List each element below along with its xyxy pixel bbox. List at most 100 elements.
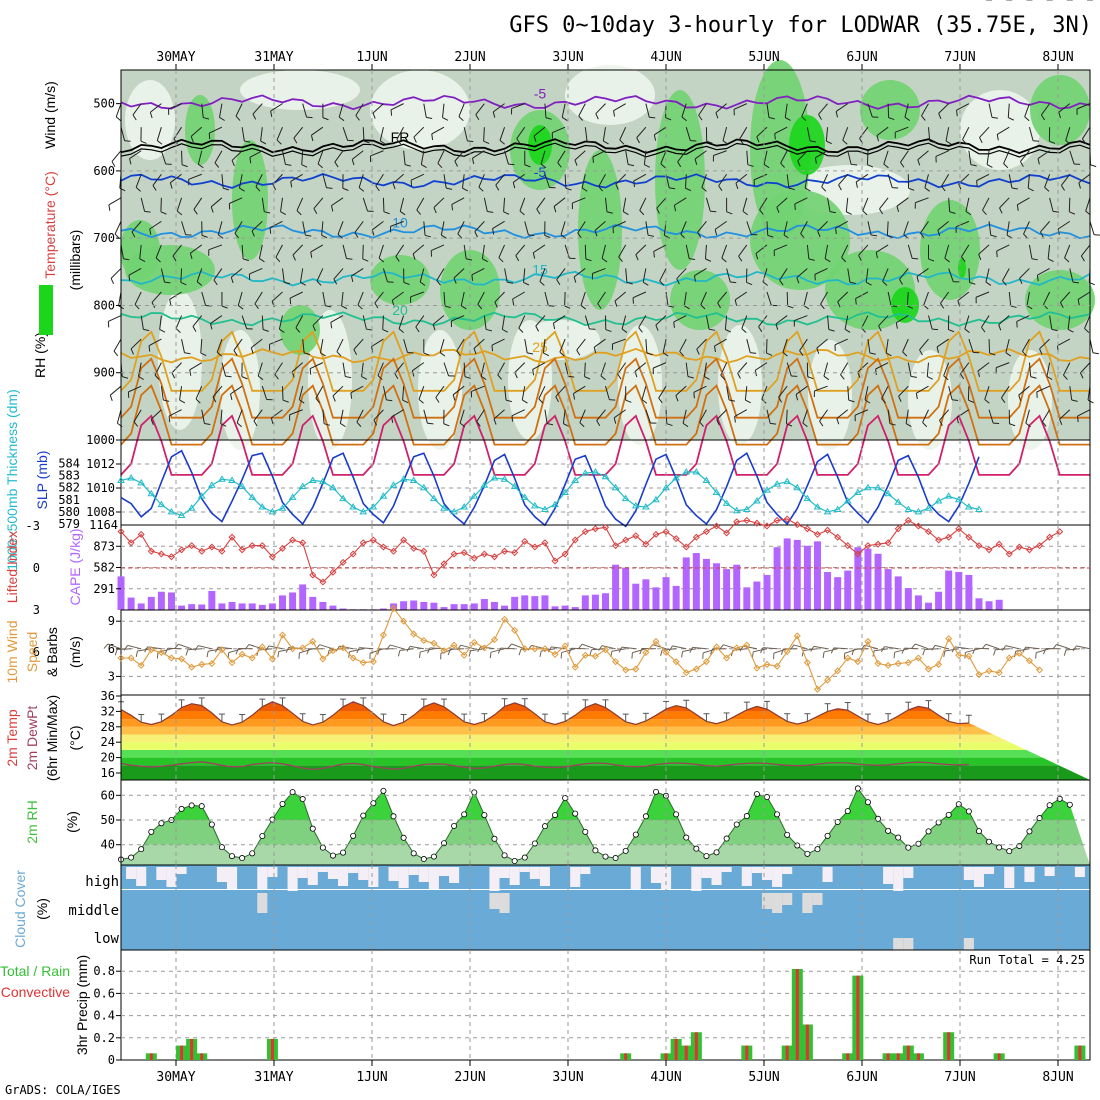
wind-barb-flag xyxy=(527,645,532,651)
wind-barb-flag xyxy=(642,281,649,286)
wind-barb xyxy=(948,197,951,212)
wind-barb-flag xyxy=(721,257,727,263)
wind-barb-flag xyxy=(848,399,855,403)
wind-barb xyxy=(956,409,970,418)
cloud-row-divider xyxy=(121,889,1090,890)
lifted-index-point xyxy=(1005,550,1013,558)
wind-barb xyxy=(584,362,586,377)
wind-barb-flag xyxy=(984,399,990,404)
wind-barb xyxy=(645,103,650,118)
wind-barb-flag xyxy=(600,375,606,381)
cape-bar xyxy=(844,570,852,610)
wind-barb xyxy=(968,150,972,165)
wind-barb-flag xyxy=(149,228,152,235)
wind-barb xyxy=(457,221,465,235)
thickness-point xyxy=(652,495,660,503)
wind-barb-flag xyxy=(310,135,314,142)
cape-bar xyxy=(258,604,266,610)
wind-barb-flag xyxy=(673,205,677,212)
lifted-index-point xyxy=(319,578,327,586)
cloud-cell-high xyxy=(388,867,399,881)
wind-barb-flag xyxy=(332,395,336,402)
wind-barb xyxy=(957,291,970,302)
wind-barb xyxy=(238,174,243,189)
wind-barb xyxy=(315,385,324,399)
wind-barb xyxy=(521,386,526,401)
wind-barb-flag xyxy=(810,646,815,652)
wind-barb xyxy=(419,268,425,283)
wind-speed-point xyxy=(319,655,327,663)
rh-point xyxy=(642,813,649,820)
date-label-bottom: 30MAY xyxy=(156,1070,195,1085)
wind-barb xyxy=(1024,103,1030,117)
wind-barb-flag xyxy=(358,187,365,192)
thickness-point xyxy=(157,500,166,508)
wind-barb-flag xyxy=(960,373,965,380)
wind-barb-flag xyxy=(289,298,292,305)
wind-barb-flag xyxy=(865,281,872,286)
wind-barb-flag xyxy=(514,372,518,379)
wind-barb-flag xyxy=(1027,187,1034,192)
wind-barb xyxy=(179,386,183,401)
wind-barb xyxy=(1047,244,1051,259)
lifted-index-point xyxy=(874,540,882,548)
thickness-point xyxy=(288,493,297,500)
precip-convective-bar xyxy=(906,1045,910,1060)
wind-barb-flag xyxy=(576,349,581,356)
wind-barb-flag xyxy=(830,647,835,654)
wind-barb xyxy=(1081,126,1091,140)
cloud-cell-middle xyxy=(489,893,500,909)
wind-barb xyxy=(1026,291,1030,306)
wind-barb xyxy=(968,338,974,353)
lifted-index-point xyxy=(692,533,700,541)
wind-barb-flag xyxy=(1051,328,1058,332)
rh-region xyxy=(280,305,320,355)
wind-barb xyxy=(573,385,586,395)
wind-barb-flag xyxy=(272,184,277,191)
thickness-point xyxy=(571,476,580,483)
wind-speed-point xyxy=(692,665,700,673)
wind-barb-flag xyxy=(1049,140,1056,144)
slp-tick-label: 1008 xyxy=(86,505,115,519)
lifted-index-point xyxy=(894,525,902,533)
wind-barb-flag xyxy=(1092,352,1099,355)
wind-speed-point xyxy=(480,644,488,652)
wind-barb xyxy=(862,197,869,211)
wind-barb xyxy=(309,362,324,370)
wind-speed-point xyxy=(652,637,660,645)
wind-barb xyxy=(584,315,590,330)
wind-barb xyxy=(847,150,852,165)
wind-barb-flag xyxy=(922,422,928,428)
wind-barb-flag xyxy=(572,393,576,400)
pressure-tick-label: 700 xyxy=(93,231,115,245)
wind-barb-flag xyxy=(905,423,912,427)
wind-barb xyxy=(774,126,788,134)
wind-barb-flag xyxy=(169,299,172,306)
rh-point xyxy=(632,831,639,838)
wind-barb xyxy=(440,221,445,236)
precip-convective-bar xyxy=(190,1038,194,1060)
cape-bar xyxy=(571,607,579,610)
wind-speed-point xyxy=(289,645,297,653)
lifted-index-point xyxy=(803,525,811,533)
temp-tick-label: 28 xyxy=(101,720,115,734)
temperature-contour xyxy=(120,414,1090,476)
wind-barb xyxy=(1006,221,1010,236)
cape-bar xyxy=(773,547,781,610)
wind-barb xyxy=(403,338,408,353)
lifted-index-point xyxy=(400,536,408,544)
wind-barb xyxy=(332,385,344,397)
wind-barb xyxy=(1049,315,1053,330)
rh-point xyxy=(713,849,720,856)
wind-barb-flag xyxy=(172,255,177,262)
wind-barb xyxy=(924,648,939,651)
wind-barb xyxy=(392,291,404,301)
wind-barb xyxy=(779,268,788,281)
wind-barb-flag xyxy=(788,187,795,191)
rh-point xyxy=(461,811,468,818)
lifted-index-point xyxy=(1046,533,1054,541)
cloud-cell-high xyxy=(519,867,530,872)
wind-barb-flag xyxy=(392,183,396,190)
wind-barb xyxy=(361,362,364,377)
wind-barb xyxy=(336,338,344,352)
